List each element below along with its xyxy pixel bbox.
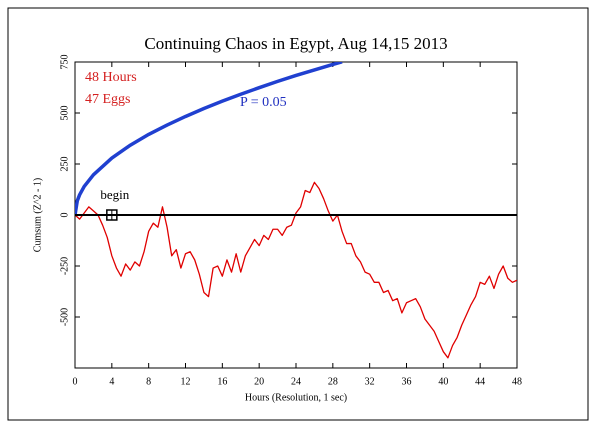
x-tick-label: 4 [109,376,114,387]
x-tick-label: 16 [217,376,227,387]
y-tick-label: -250 [59,257,70,275]
x-tick-label: 20 [254,376,264,387]
x-tick-label: 0 [73,376,78,387]
y-tick-label: 0 [59,213,70,218]
x-tick-label: 24 [291,376,301,387]
y-tick-label: -500 [59,308,70,326]
x-tick-label: 32 [365,376,375,387]
x-tick-label: 36 [402,376,412,387]
chart-title: Continuing Chaos in Egypt, Aug 14,15 201… [144,34,447,53]
annotation: 47 Eggs [85,92,131,107]
frame [7,7,589,421]
begin-label: begin [100,187,129,202]
y-tick-label: 500 [59,106,70,121]
x-axis-label: Hours (Resolution, 1 sec) [245,392,347,403]
x-tick-label: 28 [328,376,338,387]
x-tick-label: 48 [512,376,522,387]
y-axis-label: Cumsum (Z^2 - 1) [32,178,43,252]
y-tick-label: 750 [59,55,70,70]
x-tick-label: 8 [146,376,151,387]
x-tick-label: 12 [181,376,191,387]
annotation: 48 Hours [85,70,137,85]
data-line [75,62,343,216]
y-tick-label: 250 [59,157,70,172]
annotation: P = 0.05 [240,95,287,110]
data-line [75,181,517,359]
x-tick-label: 44 [475,376,485,387]
x-tick-label: 40 [438,376,448,387]
